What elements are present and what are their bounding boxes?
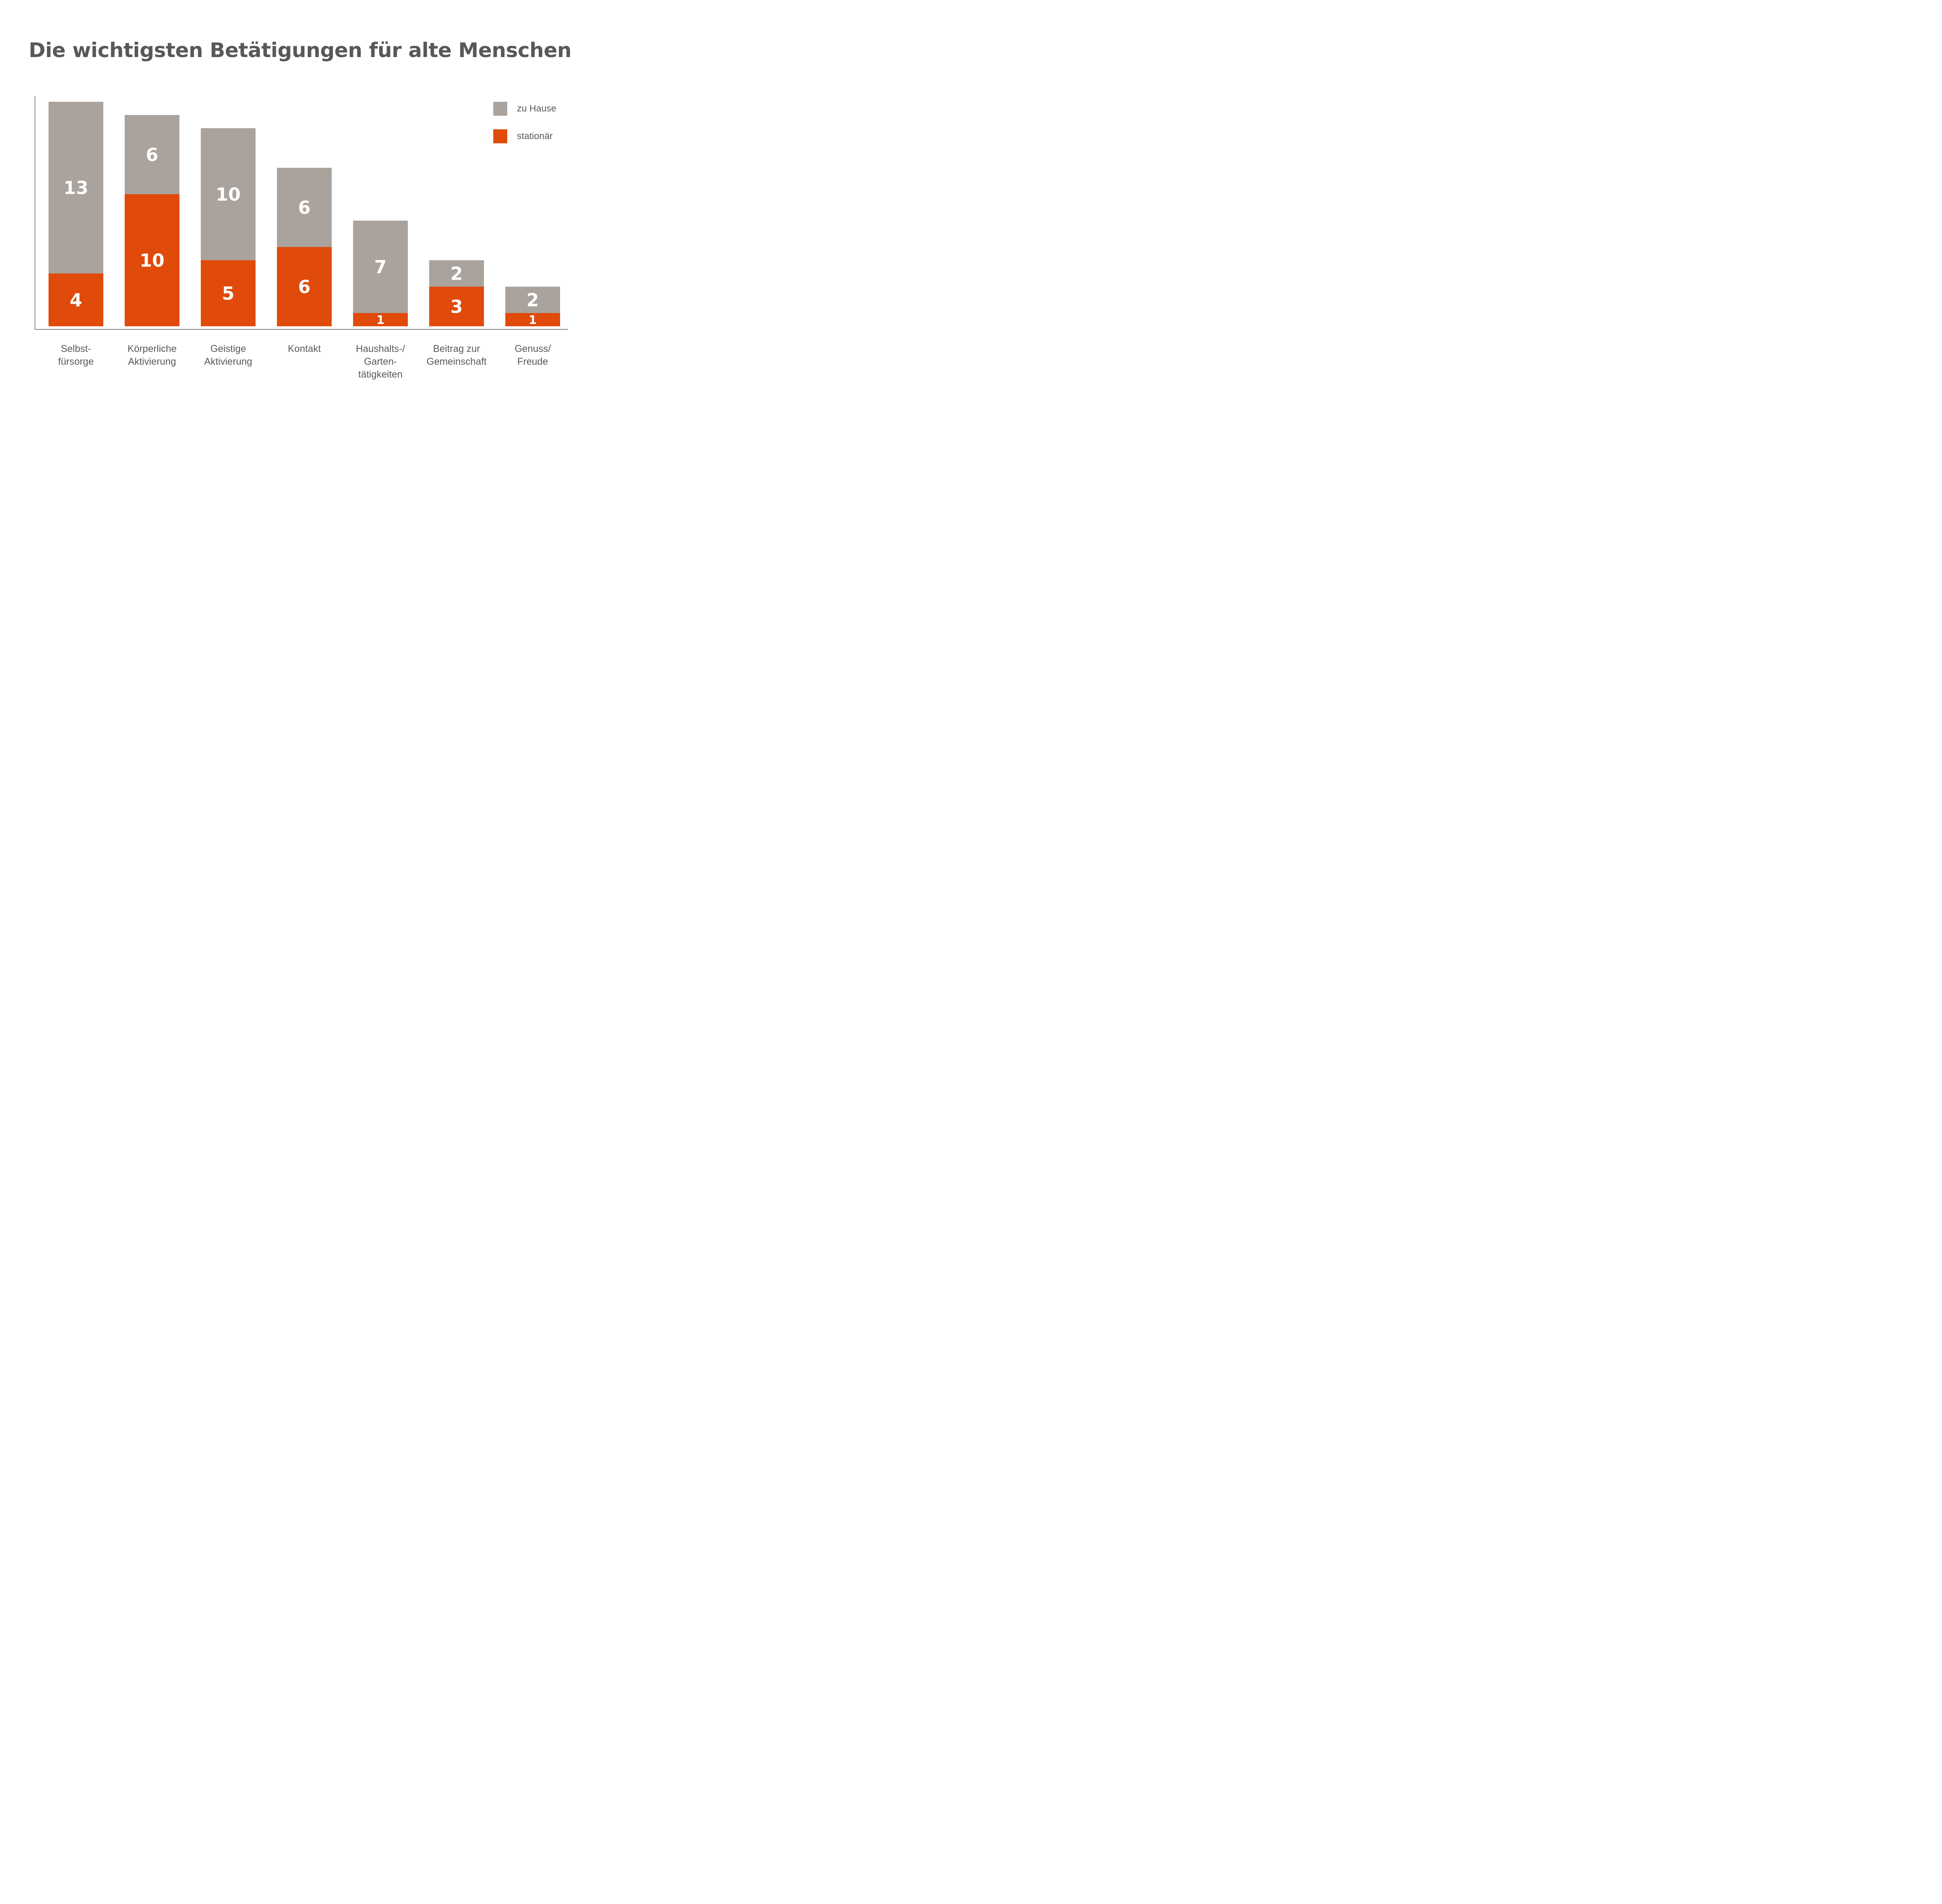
x-tick-label: Aktivierung xyxy=(128,356,176,367)
legend-label-stationaer: stationär xyxy=(517,131,553,141)
data-label-zu-hause: 10 xyxy=(216,184,240,205)
data-label-stationaer: 6 xyxy=(298,277,310,298)
data-label-stationaer: 1 xyxy=(376,313,385,327)
bar-segment-zu-hause xyxy=(429,260,484,287)
bar-segment-zu-hause xyxy=(125,115,179,194)
x-tick-label: Genuss/ xyxy=(515,343,551,354)
legend-label-zu-hause: zu Hause xyxy=(517,103,557,114)
x-tick-label: Geistige xyxy=(211,343,246,354)
data-label-stationaer: 3 xyxy=(450,296,463,317)
legend-item-stationaer: stationär xyxy=(493,129,553,143)
x-tick-label: Kontakt xyxy=(288,343,321,354)
data-label-zu-hause: 6 xyxy=(146,144,158,165)
x-tick-label: Körperliche xyxy=(127,343,176,354)
data-label-zu-hause: 6 xyxy=(298,197,310,218)
legend-swatch-zu-hause xyxy=(493,102,507,116)
x-tick-label: Freude xyxy=(517,356,548,367)
bar-segment-stationaer xyxy=(201,260,256,326)
x-tick-label: Selbst- xyxy=(61,343,91,354)
data-label-zu-hause: 7 xyxy=(374,257,386,278)
x-tick-label: Garten- xyxy=(364,356,397,367)
x-tick-label: Haushalts-/ xyxy=(356,343,405,354)
bar-segment-zu-hause xyxy=(201,128,256,260)
bar-segment-zu-hause xyxy=(505,287,560,313)
bar-segment-zu-hause xyxy=(49,102,103,273)
x-tick-label: fürsorge xyxy=(58,356,94,367)
bar-segment-stationaer xyxy=(429,287,484,326)
data-label-stationaer: 5 xyxy=(222,283,234,304)
x-tick-label: Aktivierung xyxy=(204,356,252,367)
bar-segment-stationaer xyxy=(277,247,332,326)
data-label-stationaer: 4 xyxy=(70,290,82,311)
legend-swatch-stationaer xyxy=(493,129,507,143)
data-label-zu-hause: 13 xyxy=(63,178,88,198)
x-tick-label: Beitrag zur xyxy=(433,343,480,354)
bar-segment-stationaer xyxy=(125,194,179,326)
legend-item-zu-hause: zu Hause xyxy=(493,102,556,116)
data-label-stationaer: 10 xyxy=(139,250,164,271)
x-tick-label: tätigkeiten xyxy=(358,369,403,380)
bar-segment-stationaer xyxy=(49,273,103,326)
bar-segment-zu-hause xyxy=(353,221,408,313)
bar-segment-zu-hause xyxy=(277,168,332,247)
data-label-zu-hause: 2 xyxy=(526,290,539,311)
x-tick-label: Gemeinschaft xyxy=(426,356,486,367)
data-label-zu-hause: 2 xyxy=(450,263,463,284)
bar-segment-stationaer xyxy=(353,313,408,326)
chart-title: Die wichtigsten Betätigungen für alte Me… xyxy=(28,39,572,62)
data-label-stationaer: 1 xyxy=(529,313,537,327)
stacked-bar-chart: 413Selbst-fürsorge106KörperlicheAktivier… xyxy=(35,96,568,380)
bar-segment-stationaer xyxy=(505,313,560,326)
